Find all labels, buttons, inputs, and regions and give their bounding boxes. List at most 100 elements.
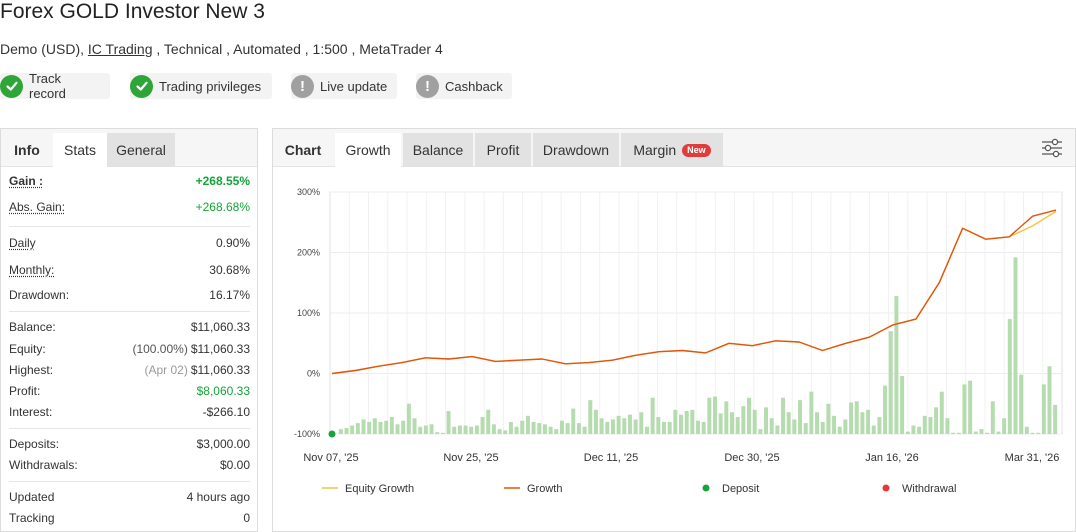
stat-label: Tracking (9, 511, 55, 525)
stat-label[interactable]: Monthly: (9, 263, 55, 277)
volume-bar (837, 426, 842, 434)
volume-bar (571, 408, 576, 434)
stat-value: $3,000.00 (196, 437, 250, 451)
volume-bar (752, 409, 757, 434)
volume-bar (747, 397, 752, 434)
tab-chart[interactable]: Chart (284, 142, 322, 158)
volume-bar (610, 419, 615, 434)
stat-label: Highest: (9, 363, 54, 377)
volume-bar (854, 401, 859, 434)
volume-bar (1019, 374, 1024, 434)
volume-bar (480, 417, 485, 434)
account-details: , Technical , Automated , 1:500 , MetaTr… (152, 41, 443, 57)
badge-live-update[interactable]: ! Live update (291, 73, 397, 99)
new-badge: New (682, 143, 711, 157)
y-tick-label: 200% (297, 248, 320, 258)
volume-bar (905, 431, 910, 434)
exclamation-icon: ! (416, 74, 439, 98)
stat-value: 16.17% (209, 288, 250, 302)
legend-label: Withdrawal (902, 483, 956, 495)
volume-bar (922, 415, 927, 434)
volume-bar (605, 421, 610, 434)
stat-row-drawdown: Drawdown: 16.17% (9, 285, 250, 305)
x-tick-label: Nov 25, '25 (443, 452, 498, 464)
stat-value-group: (100.00%) $11,060.33 (132, 342, 250, 356)
volume-bar (662, 421, 666, 434)
x-axis: Nov 07, '25 Nov 25, '25 Dec 11, '25 Dec 30,… (303, 452, 1059, 464)
stat-label[interactable]: Abs. Gain: (9, 200, 66, 214)
volume-bar (503, 430, 508, 434)
volume-bar (673, 409, 678, 434)
volume-bar (474, 425, 479, 434)
volume-bar (724, 401, 729, 434)
chart-legend: Equity Growth Growth Deposit Withdrawal (322, 483, 956, 495)
highest-date: (Apr 02) (144, 363, 188, 377)
volume-bar (877, 417, 882, 434)
volume-bar (576, 423, 581, 434)
volume-bar (559, 420, 564, 434)
volume-bar (803, 423, 808, 434)
stat-value: $0.00 (219, 458, 250, 472)
y-tick-label: -100% (294, 429, 320, 439)
volume-bar (707, 397, 712, 434)
volume-bar (622, 418, 627, 434)
stat-row-monthly: Monthly: 30.68% (9, 260, 250, 280)
volume-bar (1002, 418, 1007, 434)
volume-bar (1036, 432, 1041, 434)
volume-bar (633, 419, 638, 434)
stat-value: $11,060.33 (190, 320, 250, 334)
badge-trading-privileges[interactable]: Trading privileges (130, 73, 272, 99)
volume-bar (401, 420, 406, 434)
volume-bar (843, 419, 848, 434)
volume-bar (639, 412, 644, 434)
volume-bar (588, 400, 593, 434)
stats-tabs: Info Stats General (1, 129, 257, 167)
volume-bar (1030, 432, 1035, 434)
volume-bar (452, 426, 457, 434)
x-tick-label: Nov 07, '25 (303, 452, 358, 464)
y-tick-label: 0% (307, 369, 320, 379)
volume-bar (781, 397, 786, 434)
divider (9, 481, 250, 482)
x-tick-label: Mar 31, '26 (1005, 452, 1060, 464)
volume-bar (786, 412, 791, 434)
badge-track-record[interactable]: Track record (0, 71, 110, 101)
legend-label: Deposit (722, 483, 759, 495)
stat-value: +268.55% (195, 174, 250, 188)
tab-drawdown[interactable]: Drawdown (533, 133, 619, 167)
volume-bar (996, 431, 1001, 434)
stat-label: Updated (9, 490, 55, 504)
x-tick-label: Jan 16, '26 (865, 452, 918, 464)
growth-chart: -100% 0% 100% 200% 300% Nov 07, '25 Nov 25, '… (294, 187, 1063, 495)
stat-label: Balance: (9, 320, 56, 334)
tab-growth[interactable]: Growth (335, 133, 401, 167)
volume-bar (457, 425, 462, 434)
stat-value: $11,060.33 (190, 363, 250, 377)
volume-bar (792, 419, 797, 434)
tab-info[interactable]: Info (14, 142, 40, 158)
volume-bar (412, 418, 417, 434)
volume-bar (718, 413, 723, 434)
stat-label[interactable]: Gain : (9, 174, 44, 188)
volume-bar (554, 429, 559, 434)
broker-link[interactable]: IC Trading (87, 41, 153, 57)
volume-bar (491, 424, 496, 434)
legend-label: Equity Growth (345, 483, 414, 495)
volume-bar (656, 417, 661, 434)
tab-profit[interactable]: Profit (475, 133, 531, 167)
tab-balance[interactable]: Balance (403, 133, 473, 167)
stat-row-gain: Gain : +268.55% (9, 171, 250, 191)
volume-bar (973, 431, 978, 434)
stat-value: -$266.10 (202, 405, 250, 419)
badge-cashback[interactable]: ! Cashback (416, 73, 512, 99)
stat-label[interactable]: Daily (9, 236, 36, 250)
tab-stats[interactable]: Stats (53, 133, 107, 167)
tab-general[interactable]: General (107, 133, 175, 167)
tab-margin[interactable]: Margin New (621, 133, 723, 167)
account-subtitle: Demo (USD), IC Trading , Technical , Aut… (0, 41, 443, 57)
chart-settings-icon[interactable] (1041, 137, 1063, 159)
stats-panel: Info Stats General Gain : +268.55% Abs. … (0, 128, 258, 532)
volume-bar (962, 384, 967, 434)
divider (9, 226, 250, 227)
volume-bar (384, 420, 389, 434)
